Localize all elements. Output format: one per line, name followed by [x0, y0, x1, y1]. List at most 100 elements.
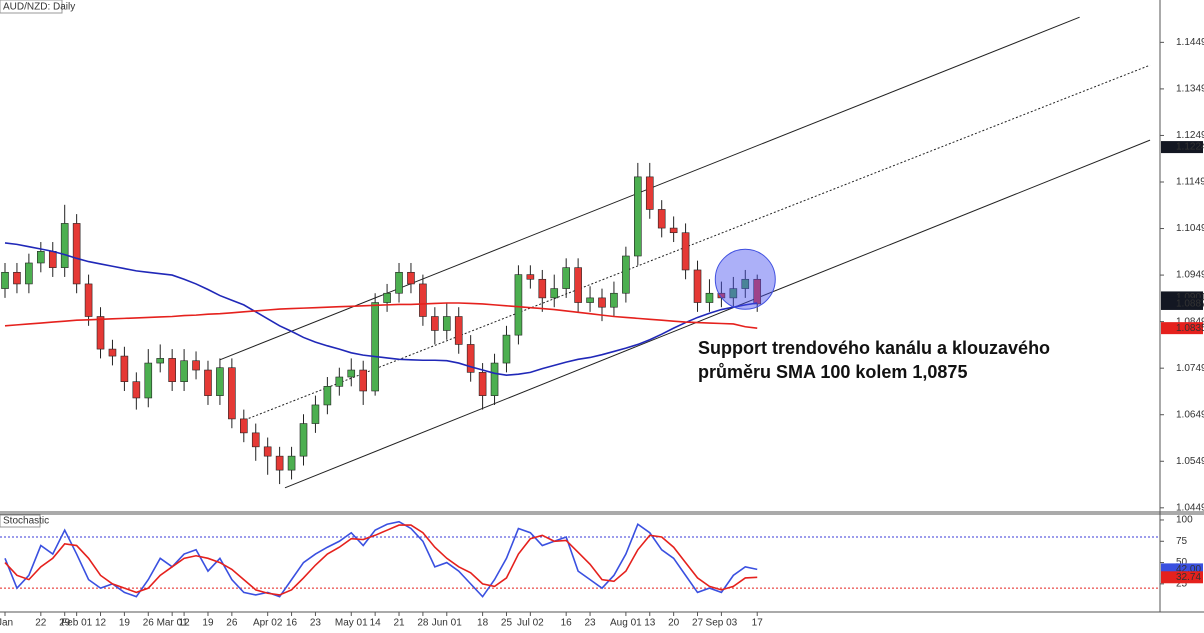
candle-body	[622, 255, 630, 294]
y-tick-label: 50	[1176, 557, 1188, 568]
candle-body	[311, 404, 320, 424]
plot: 1.0449 1.0549 1.0649 1.0749 1.0849 1.0949 1.10…	[0, 16, 1204, 629]
y-tick-label: 1.1249	[1176, 130, 1204, 141]
candle-body	[60, 223, 69, 268]
candle-body	[251, 432, 260, 448]
y-tick-label: 100	[1176, 515, 1193, 526]
x-tick-label: 12	[179, 618, 191, 629]
candle-body	[48, 251, 57, 268]
price-marker-label: 1.0901	[1176, 292, 1204, 303]
x-tick-label: 25	[501, 618, 513, 629]
candle-body	[466, 344, 475, 373]
y-tick-label: 1.0849	[1176, 316, 1204, 327]
candle-body	[347, 369, 356, 378]
candle-body	[323, 386, 332, 406]
y-tick-label: 1.0649	[1176, 409, 1204, 420]
candle-body	[359, 369, 368, 392]
stoch-marker-label: 42.00	[1176, 564, 1201, 575]
x-tick-label: 22	[35, 618, 47, 629]
x-tick-label: 26	[143, 618, 155, 629]
candle-body	[204, 369, 212, 396]
x-tick-label: Sep 03	[706, 618, 738, 629]
annotation: průměru SMA 100 kolem 1,0875	[698, 362, 967, 382]
candle-body	[502, 334, 511, 364]
candle-body	[741, 278, 750, 289]
stoch-marker-label: 32.74	[1176, 572, 1201, 583]
stochastic-line	[4, 524, 758, 596]
candle-body	[216, 367, 224, 396]
candle-body	[454, 316, 463, 345]
x-tick-label: 23	[584, 618, 596, 629]
moving-average	[4, 242, 758, 376]
candle-body	[431, 316, 439, 331]
x-tick-label: Mar 01	[157, 618, 189, 629]
candle-body	[395, 271, 403, 294]
x-tick-label: 20	[668, 618, 680, 629]
x-tick-label: 19	[119, 618, 131, 629]
y-tick-label: 1.1349	[1176, 84, 1204, 95]
candle-body	[562, 267, 570, 289]
candle-body	[240, 418, 248, 434]
candle-body	[287, 455, 296, 471]
channel-line	[284, 139, 1151, 489]
y-tick-label: 1.1149	[1176, 177, 1204, 188]
candle-body	[574, 267, 582, 303]
x-tick-label: 16	[561, 618, 573, 629]
candle-body	[729, 288, 738, 299]
x-tick-label: 12	[95, 618, 107, 629]
y-tick-label: 1.0449	[1176, 502, 1204, 513]
candle-body	[120, 355, 129, 382]
x-tick-label: Feb 01	[61, 618, 93, 629]
x-tick-label: Jul 02	[517, 618, 544, 629]
stoch-marker	[1161, 571, 1203, 584]
price-marker-label: 1.1224	[1176, 142, 1204, 153]
x-tick-label: Aug 01	[610, 618, 642, 629]
candle-body	[383, 292, 391, 303]
price-marker	[1161, 141, 1203, 154]
price-marker	[1161, 322, 1203, 335]
x-tick-label: 28	[417, 618, 429, 629]
candle-body	[478, 372, 487, 396]
candle-body	[634, 176, 642, 257]
y-tick-label: 1.0549	[1176, 456, 1204, 467]
candle-body	[598, 297, 606, 308]
x-tick-label: 16	[286, 618, 298, 629]
candle-body	[490, 362, 499, 396]
candle-body	[299, 423, 308, 457]
x-tick-label: 23	[310, 618, 322, 629]
title-box	[0, 0, 63, 14]
candle-body	[538, 278, 547, 299]
candle-body	[180, 360, 188, 382]
stochastic-line	[4, 520, 758, 598]
y-tick-label: 1.0949	[1176, 270, 1204, 281]
x-tick-label: May 01	[335, 618, 368, 629]
price-marker	[1161, 297, 1203, 310]
x-tick-label: 18	[477, 618, 489, 629]
price-marker-label: 1.0887	[1176, 299, 1204, 310]
candle-body	[705, 292, 714, 303]
candle-body	[610, 292, 618, 308]
candle-body	[156, 358, 165, 364]
candle-body	[144, 362, 153, 399]
x-tick-label: Apr 02	[253, 618, 283, 629]
x-tick-label: 13	[644, 618, 656, 629]
candle-body	[693, 269, 702, 303]
candle-body	[419, 283, 427, 317]
moving-average	[4, 302, 758, 329]
candle-body	[13, 271, 21, 285]
candle-body	[25, 262, 33, 285]
candle-body	[37, 251, 45, 264]
candle-body	[84, 283, 93, 317]
indicator-title: Stochastic	[3, 516, 49, 527]
candle-body	[263, 446, 272, 457]
candle-body	[407, 271, 415, 285]
x-tick-label: 27	[692, 618, 704, 629]
x-tick-label: 14	[370, 618, 382, 629]
x-tick-label: 29	[59, 618, 71, 629]
candle-body	[168, 358, 176, 382]
y-tick-label: 1.1049	[1176, 223, 1204, 234]
highlight-circle	[714, 248, 776, 310]
annotation: Support trendového kanálu a klouzavého	[698, 338, 1050, 358]
candle-body	[753, 278, 762, 305]
